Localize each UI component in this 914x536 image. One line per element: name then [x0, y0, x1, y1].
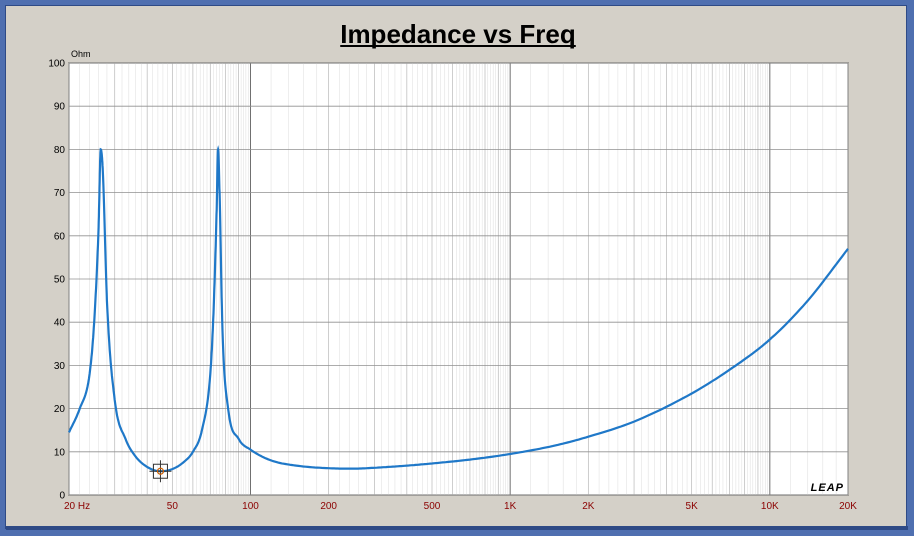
y-tick-label: 0: [59, 491, 65, 502]
y-tick-label: 30: [54, 361, 66, 372]
y-axis-unit: Ohm: [71, 49, 91, 59]
leap-brand-label: LEAP: [811, 482, 844, 494]
chart-title: Impedance vs Freq: [340, 19, 576, 49]
x-tick-label: 10K: [761, 501, 779, 512]
x-tick-label: 200: [320, 501, 337, 512]
x-axis-ticks: 20 Hz 50 100 200 500 1K 2K 5K 10K 20K: [64, 501, 857, 512]
cursor-marker[interactable]: [149, 460, 172, 483]
y-tick-label: 80: [54, 145, 66, 156]
y-tick-label: 10: [54, 447, 66, 458]
frame-bottom-border: [6, 526, 908, 530]
series-line-impedance: [68, 145, 849, 473]
y-tick-label: 50: [54, 275, 66, 286]
y-tick-label: 60: [54, 231, 66, 242]
y-tick-label: 100: [48, 59, 65, 70]
y-tick-label: 40: [54, 318, 66, 329]
y-tick-label: 20: [54, 404, 66, 415]
x-tick-label: 500: [424, 501, 441, 512]
x-tick-label: 2K: [582, 501, 595, 512]
y-tick-label: 70: [54, 188, 66, 199]
x-tick-label: 20 Hz: [64, 501, 90, 512]
marker-point: [156, 467, 165, 475]
y-axis-ticks: 0 10 20 30 40 50 60 70 80 90 100: [48, 59, 65, 502]
x-tick-label: 1K: [504, 501, 517, 512]
x-tick-label: 100: [242, 501, 259, 512]
grid: [68, 62, 849, 496]
chart-frame: Impedance vs Freq Ohm 0 10 20 30 40 50 60 70 80 9…: [5, 5, 908, 530]
x-tick-label: 50: [167, 501, 179, 512]
x-tick-label: 20K: [839, 501, 857, 512]
y-tick-label: 90: [54, 102, 66, 113]
impedance-chart: Impedance vs Freq Ohm 0 10 20 30 40 50 60 70 80 9…: [6, 19, 908, 530]
x-tick-label: 5K: [686, 501, 699, 512]
